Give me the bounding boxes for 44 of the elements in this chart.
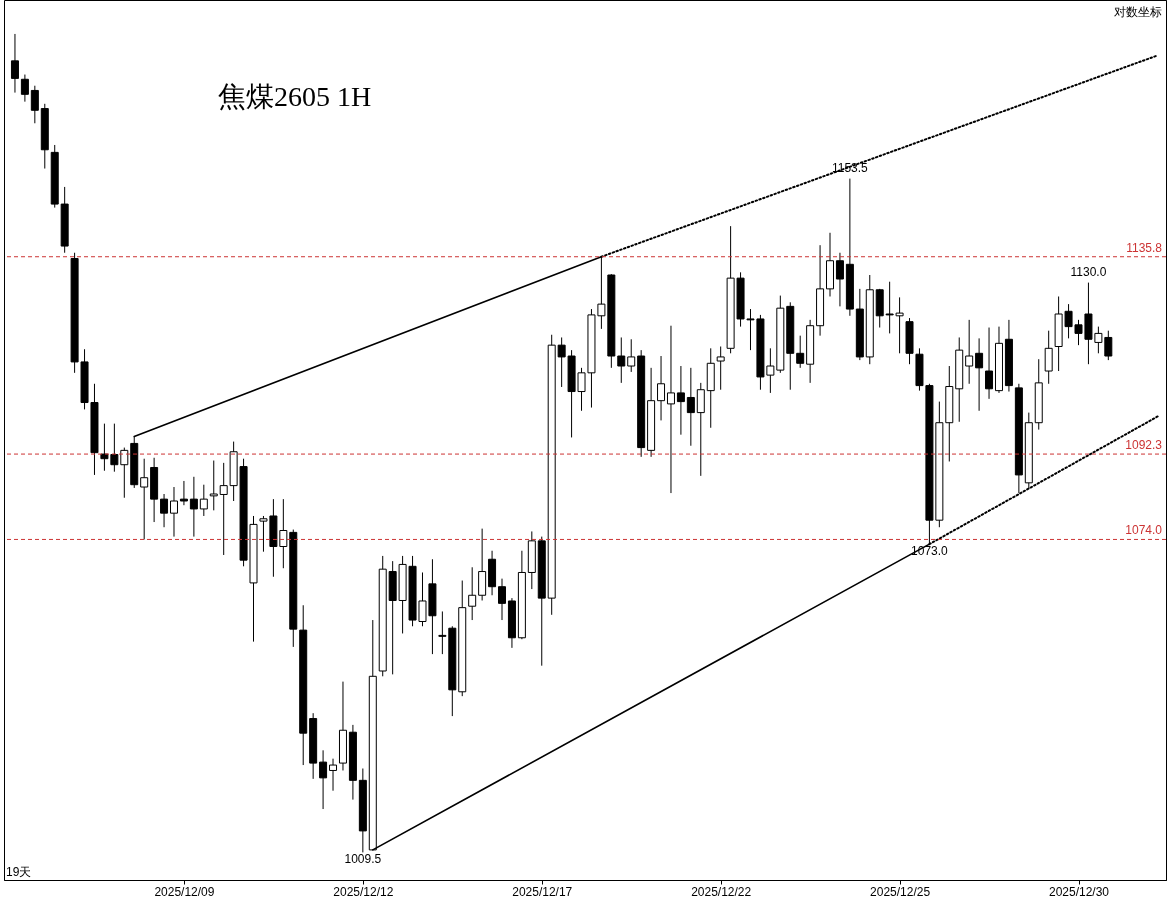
- candlestick: [666, 325, 675, 494]
- candlestick: [189, 476, 198, 538]
- candlestick: [140, 458, 149, 540]
- x-tick-label: 2025/12/22: [691, 884, 752, 899]
- candlestick: [686, 367, 695, 447]
- candlestick: [975, 337, 984, 412]
- candlestick: [498, 578, 506, 621]
- x-tick-label: 2025/12/17: [512, 884, 573, 899]
- candlestick: [468, 566, 477, 621]
- annotation: 1073.0: [911, 544, 949, 559]
- candlestick: [10, 33, 19, 94]
- x-tick-label: 2025/12/09: [154, 884, 215, 899]
- candlestick: [617, 336, 626, 384]
- candlestick: [209, 460, 218, 511]
- candlestick: [478, 528, 487, 601]
- candlestick: [627, 338, 636, 373]
- ref-line-label: 1074.0: [1125, 523, 1163, 538]
- candlestick: [319, 749, 328, 810]
- candlestick: [170, 486, 178, 538]
- annotation: 1009.5: [344, 852, 382, 867]
- candlestick: [965, 319, 974, 385]
- annotation: 对数坐标: [1114, 5, 1162, 19]
- ref-line-label: 1092.3: [1125, 438, 1163, 453]
- candlestick: [657, 355, 666, 421]
- candlestick: [199, 484, 208, 517]
- candlestick: [696, 382, 705, 477]
- x-tick-label: 2025/12/25: [870, 884, 931, 899]
- annotation: 1130.0: [1070, 264, 1107, 279]
- annotation: 19天: [6, 865, 32, 879]
- x-tick-label: 2025/12/12: [333, 884, 394, 899]
- text: 焦煤2605 1H: [218, 81, 372, 112]
- candlestick: [796, 335, 805, 369]
- candlestick: [179, 480, 188, 506]
- ref-line-label: 1135.8: [1126, 240, 1163, 255]
- candlestick: [716, 346, 725, 391]
- x-tick-label: 2025/12/30: [1048, 884, 1110, 899]
- candlestick: [30, 85, 39, 124]
- candlestick: [1044, 330, 1053, 385]
- candlestick: [160, 493, 169, 528]
- candlestick: [329, 758, 338, 792]
- candlestick: [835, 252, 844, 307]
- candlestick: [20, 74, 29, 103]
- candlestick: [676, 365, 685, 436]
- candlestick: [985, 327, 994, 400]
